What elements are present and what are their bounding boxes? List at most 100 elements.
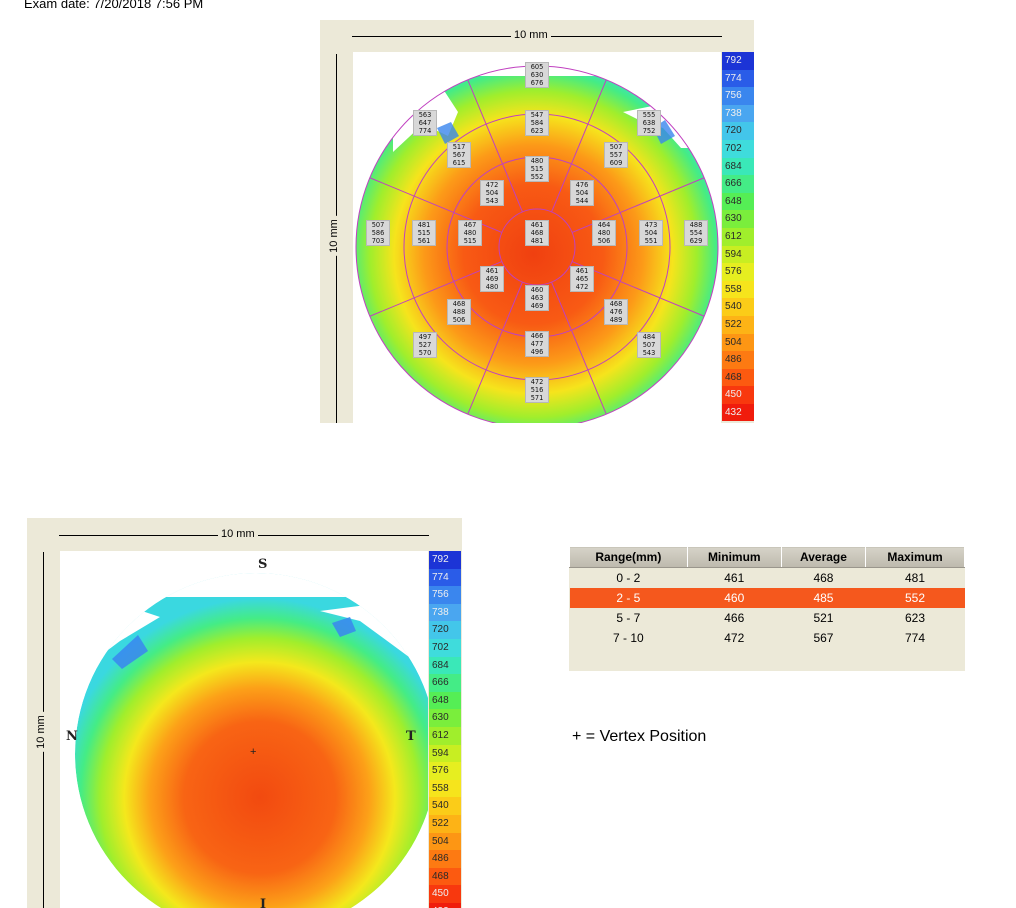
zone-value: 472 [530, 378, 544, 386]
column-header[interactable]: Maximum [865, 546, 965, 568]
legend-cell: 594 [722, 245, 754, 264]
table-cell: 461 [724, 571, 745, 585]
table-row[interactable]: 0 - 2 461 468 481 [570, 568, 965, 589]
zone-value-label: 507 586 703 [366, 220, 390, 246]
table-row[interactable]: 5 - 7 466 521 623 [570, 608, 965, 628]
zone-value-label: 468 476 489 [604, 299, 628, 325]
zone-divider [369, 261, 503, 317]
legend-cell: 576 [722, 263, 754, 281]
thickness-range-table: Range(mm) Minimum Average Maximum 0 - 2 461 4… [569, 546, 965, 671]
table-cell: 623 [905, 611, 926, 625]
legend-cell: 738 [722, 104, 754, 123]
zone-value-label: 476 504 544 [570, 180, 594, 206]
zone-value: 463 [530, 294, 544, 302]
zone-value: 586 [371, 229, 385, 237]
zone-value-label: 484 507 543 [637, 332, 661, 358]
legend-cell: 756 [722, 87, 754, 105]
legend-cell: 612 [429, 726, 461, 745]
thickness-map-panel: 10 mm 10 mm [27, 518, 462, 908]
zone-value: 557 [609, 151, 623, 159]
zone-value: 461 [485, 267, 499, 275]
table-cell: 485 [781, 588, 866, 608]
table-cell: 472 [724, 631, 745, 645]
legend-cell: 648 [722, 192, 754, 211]
legend-cell: 522 [429, 814, 461, 833]
nasal-label: N [66, 729, 78, 744]
zone-value: 476 [609, 308, 623, 316]
legend-cell: 666 [429, 674, 461, 692]
zone-value: 480 [485, 283, 499, 291]
color-scale-legend: 792 774 756 738 720 702 684 666 648 630 612 594 576 5… [722, 52, 754, 422]
zone-value: 543 [642, 349, 656, 357]
table-cell: 5 - 7 [616, 611, 641, 625]
zone-value: 465 [575, 275, 589, 283]
legend-cell: 774 [722, 69, 754, 88]
table-cell: 466 [724, 611, 745, 625]
zone-divider [467, 79, 523, 213]
zone-value-label: 473 504 551 [639, 220, 663, 246]
zone-value: 774 [418, 127, 432, 135]
column-header[interactable]: Range(mm) [569, 546, 688, 568]
zone-value: 752 [642, 127, 656, 135]
inferior-label: I [260, 897, 267, 908]
legend-cell: 576 [429, 762, 461, 780]
vertical-scale-label: 10 mm [327, 216, 340, 256]
zone-value: 623 [530, 127, 544, 135]
zone-value: 703 [371, 237, 385, 245]
zone-value-label: 555 638 752 [637, 110, 661, 136]
zone-value-label: 507 557 609 [604, 142, 628, 168]
vertical-scale-label: 10 mm [34, 712, 47, 752]
zone-value-label: 461 465 472 [570, 266, 594, 292]
zone-value: 466 [530, 332, 544, 340]
zone-value: 467 [463, 221, 477, 229]
zone-value: 481 [530, 237, 544, 245]
zone-value: 554 [689, 229, 703, 237]
legend-cell: 630 [722, 210, 754, 228]
bottom-thickness-map [75, 573, 428, 908]
zone-value-label: 517 567 615 [447, 142, 471, 168]
zone-divider [551, 79, 607, 213]
legend-cell: 486 [722, 351, 754, 369]
zone-value: 461 [530, 221, 544, 229]
zone-value: 488 [689, 221, 703, 229]
zone-value: 489 [609, 316, 623, 324]
table-row[interactable]: 7 - 10 472 567 774 [570, 628, 965, 648]
table-cell: 7 - 10 [612, 631, 644, 645]
zone-value: 609 [609, 159, 623, 167]
zone-value: 629 [689, 237, 703, 245]
legend-cell: 450 [722, 386, 754, 404]
zone-value: 468 [609, 300, 623, 308]
table-cell: 552 [865, 588, 965, 608]
zone-value: 515 [530, 165, 544, 173]
zone-value: 481 [417, 221, 431, 229]
zone-value: 547 [530, 111, 544, 119]
legend-cell: 702 [429, 638, 461, 657]
zone-value: 630 [530, 71, 544, 79]
zone-value: 543 [485, 197, 499, 205]
legend-cell: 612 [722, 227, 754, 246]
zone-value: 561 [417, 237, 431, 245]
legend-cell: 540 [429, 797, 461, 815]
zone-value: 480 [463, 229, 477, 237]
horizontal-scale-label: 10 mm [511, 29, 551, 41]
legend-cell: 432 [429, 902, 461, 908]
table-row[interactable]: 2 - 5 460 485 552 [569, 588, 965, 608]
legend-cell: 684 [429, 656, 461, 675]
legend-cell: 558 [722, 280, 754, 299]
column-header[interactable]: Minimum [686, 546, 782, 568]
zone-value-label: 563 647 774 [413, 110, 437, 136]
zone-value-label: 461 468 481 [525, 220, 549, 246]
exam-date: Exam date: 7/20/2018 7:56 PM [24, 0, 204, 11]
zone-value: 480 [530, 157, 544, 165]
vertex-position-note: + = Vertex Position [572, 728, 707, 745]
legend-cell: 756 [429, 586, 461, 604]
zone-divider [467, 281, 523, 415]
zone-value: 516 [530, 386, 544, 394]
legend-cell: 720 [429, 621, 461, 639]
column-header[interactable]: Average [780, 546, 867, 568]
legend-cell: 702 [722, 139, 754, 158]
superior-label: S [258, 557, 268, 572]
zone-value: 472 [485, 181, 499, 189]
table-cell: 460 [687, 588, 782, 608]
legend-cell: 720 [722, 122, 754, 140]
